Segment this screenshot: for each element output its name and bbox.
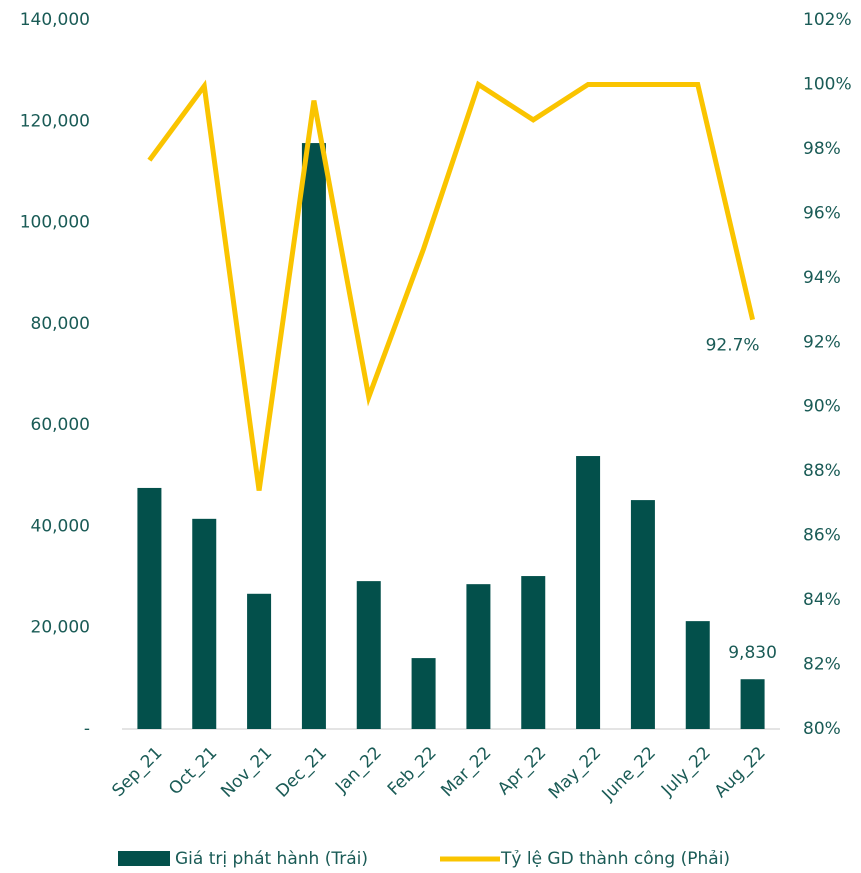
x-tick-label: July_22	[657, 743, 715, 801]
bar	[685, 621, 710, 729]
line	[147, 79, 756, 491]
data-label: 92.7%	[706, 336, 760, 356]
y2-tick-label: 98%	[803, 139, 841, 159]
x-tick-label: Nov_21	[217, 743, 276, 802]
x-tick-label: Jan_22	[331, 743, 386, 798]
bar	[521, 576, 546, 729]
y-tick-label: 40,000	[31, 516, 90, 536]
y2-tick-label: 102%	[803, 10, 852, 30]
x-tick-label: Feb_22	[384, 743, 441, 800]
y-tick-label: 20,000	[31, 618, 90, 638]
y2-tick-label: 84%	[803, 590, 841, 610]
bar	[301, 143, 326, 730]
y2-tick-label: 82%	[803, 655, 841, 675]
y2-tick-label: 90%	[803, 397, 841, 417]
bar	[630, 500, 655, 729]
bar	[137, 487, 162, 729]
legend-swatch	[118, 851, 170, 866]
bar	[247, 593, 272, 729]
x-tick-label: Dec_21	[272, 743, 331, 802]
bar	[192, 518, 217, 729]
data-label: 9,830	[728, 643, 777, 663]
y2-tick-label: 88%	[803, 461, 841, 481]
x-tick-label: May_22	[545, 743, 605, 803]
y2-tick-label: 86%	[803, 526, 841, 546]
y-tick-label: 100,000	[20, 213, 90, 233]
y2-tick-label: 80%	[803, 719, 841, 739]
legend-label: Giá trị phát hành (Trái)	[175, 849, 368, 869]
bar	[411, 658, 436, 729]
y2-tick-label: 96%	[803, 203, 841, 223]
x-tick-label: Oct_21	[165, 743, 221, 799]
legend-label: Tỷ lệ GD thành công (Phải)	[500, 849, 730, 869]
y-tick-label: 60,000	[31, 415, 90, 435]
y-tick-label: 80,000	[31, 314, 90, 334]
bar	[466, 584, 491, 729]
x-tick-label: Mar_22	[437, 743, 495, 801]
bar	[356, 581, 381, 729]
bar	[576, 456, 601, 729]
x-tick-label: Sep_21	[108, 743, 166, 801]
y-tick-label: -	[84, 719, 90, 739]
bar	[740, 679, 765, 729]
x-tick-label: June_22	[598, 743, 660, 805]
y-tick-label: 120,000	[20, 111, 90, 131]
y2-tick-label: 100%	[803, 74, 852, 94]
x-tick-label: Aug_22	[711, 743, 770, 802]
x-tick-label: Apr_22	[494, 743, 550, 799]
y2-tick-label: 92%	[803, 332, 841, 352]
y-tick-label: 140,000	[20, 10, 90, 30]
y2-tick-label: 94%	[803, 268, 841, 288]
